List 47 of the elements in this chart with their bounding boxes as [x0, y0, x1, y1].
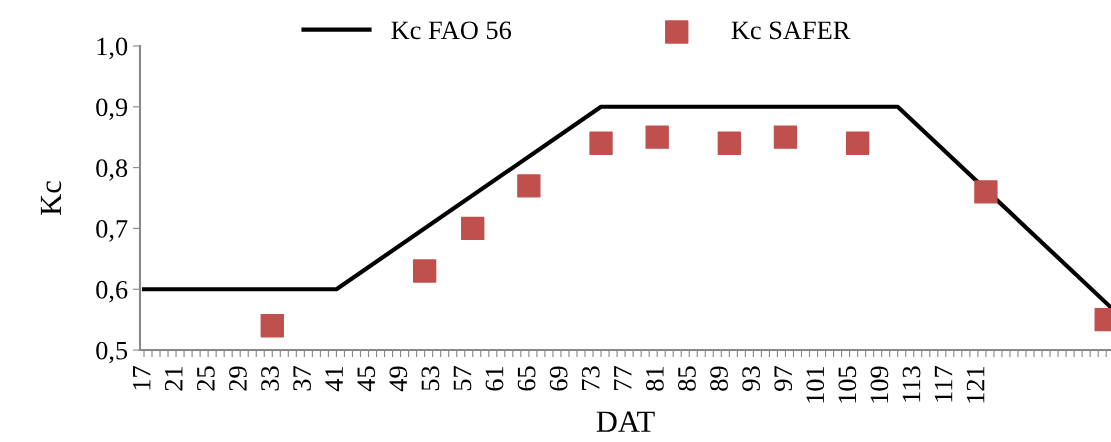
- x-tick-label: 113: [902, 366, 921, 402]
- x-tick-label: 29: [229, 366, 247, 391]
- x-tick-label: 41: [325, 366, 343, 392]
- y-tick-label: 0,8: [96, 159, 128, 181]
- y-tick-label: 0,5: [96, 341, 128, 364]
- x-tick-label: 57: [453, 366, 472, 391]
- x-tick-label: 97: [774, 366, 793, 391]
- point: [412, 259, 437, 283]
- x-tick-label: 25: [197, 366, 215, 391]
- point: [589, 131, 613, 155]
- y-tick-label: 1,0: [97, 37, 128, 60]
- x-tick-label: 49: [389, 366, 408, 392]
- x-tick-label: 85: [678, 366, 696, 391]
- point: [717, 131, 742, 155]
- point: [461, 216, 485, 241]
- point: [773, 125, 798, 149]
- x-axis-title: DAT: [596, 411, 655, 432]
- x-tick-label: 89: [710, 366, 728, 391]
- point: [845, 131, 870, 155]
- x-tick-label: 121: [966, 366, 985, 403]
- point: [260, 314, 284, 338]
- point: [517, 174, 541, 198]
- y-tick-label: 0,6: [96, 280, 128, 303]
- point: [645, 125, 669, 149]
- x-tick-label: 45: [357, 366, 376, 392]
- legend-label: Kc SAFER: [731, 21, 851, 40]
- x-tick-label: 53: [421, 366, 440, 391]
- x-tick-label: 33: [261, 366, 279, 391]
- x-tick-label: 61: [485, 366, 504, 391]
- x-tick-label: 77: [614, 366, 632, 390]
- legend-label: Kc FAO 56: [391, 21, 512, 40]
- x-tick-label: 81: [645, 366, 664, 391]
- y-tick-label: 0,7: [96, 220, 128, 242]
- x-tick-label: 37: [293, 366, 311, 391]
- x-tick-label: 17: [132, 366, 151, 390]
- x-tick-label: 69: [549, 366, 568, 391]
- y-axis-title: Kc: [40, 181, 62, 215]
- x-tick-label: 93: [742, 366, 760, 391]
- y-tick-label: 0,9: [96, 98, 128, 120]
- x-tick-label: 101: [806, 366, 825, 403]
- x-tick-label: 117: [934, 366, 953, 402]
- x-tick-label: 21: [164, 366, 183, 391]
- point: [974, 180, 998, 204]
- x-tick-label: 109: [870, 366, 889, 403]
- x-tick-label: 73: [581, 366, 600, 390]
- x-tick-label: 65: [517, 366, 536, 391]
- x-tick-label: 105: [838, 366, 857, 403]
